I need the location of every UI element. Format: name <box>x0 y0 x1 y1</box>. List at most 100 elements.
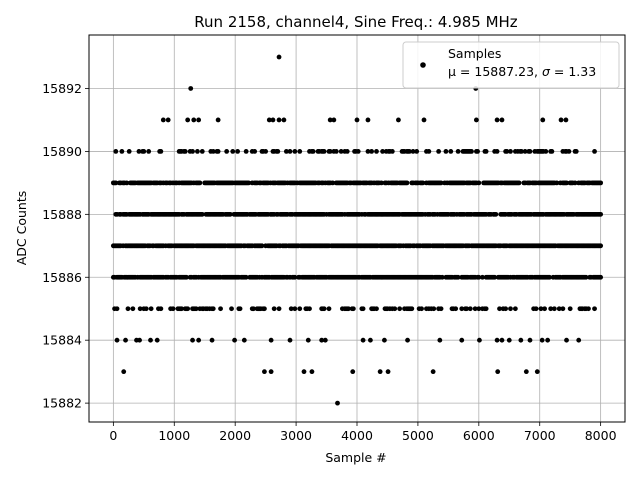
data-point <box>518 337 524 343</box>
data-point <box>499 117 505 123</box>
data-point <box>377 369 383 375</box>
data-point <box>268 337 274 343</box>
data-point <box>493 211 499 217</box>
data-point <box>438 180 444 186</box>
data-point <box>235 149 241 154</box>
data-point <box>494 149 500 154</box>
data-point <box>321 149 327 154</box>
data-point <box>469 149 474 154</box>
data-point <box>322 337 328 343</box>
legend-marker <box>420 62 426 68</box>
data-point <box>592 306 597 312</box>
data-point <box>389 149 395 154</box>
data-point <box>276 54 282 60</box>
data-point <box>499 337 505 343</box>
data-point <box>338 149 344 154</box>
data-point <box>527 337 533 343</box>
data-point <box>350 306 356 312</box>
data-point <box>193 306 199 312</box>
data-point <box>494 117 500 123</box>
data-point <box>598 211 604 217</box>
data-point <box>475 149 480 154</box>
data-point <box>598 180 604 186</box>
data-point <box>556 306 562 312</box>
data-point <box>443 149 449 154</box>
data-point <box>251 306 256 312</box>
data-point <box>310 149 316 154</box>
data-point <box>227 211 233 217</box>
data-point <box>409 306 415 312</box>
data-point <box>199 211 205 217</box>
data-point <box>506 337 512 343</box>
x-tick-label: 7000 <box>524 428 556 443</box>
data-point <box>464 306 470 312</box>
data-point <box>184 274 189 280</box>
data-point <box>185 306 191 312</box>
data-point <box>512 306 518 312</box>
data-point <box>281 117 287 123</box>
data-points <box>110 54 604 406</box>
data-point <box>426 149 432 154</box>
data-point <box>564 337 569 343</box>
x-tick-label: 3000 <box>280 428 312 443</box>
data-point <box>292 306 298 312</box>
data-point <box>374 306 379 312</box>
data-point <box>560 306 566 312</box>
data-point <box>170 306 176 312</box>
data-point <box>283 149 289 154</box>
data-point <box>439 274 445 280</box>
data-point <box>420 180 426 186</box>
legend-box <box>402 41 620 89</box>
data-point <box>380 149 385 154</box>
data-point <box>378 180 384 186</box>
data-point <box>516 180 522 186</box>
data-point <box>504 149 510 154</box>
data-point <box>209 337 215 343</box>
x-tick-label: 6000 <box>463 428 495 443</box>
data-point <box>215 117 221 123</box>
data-point <box>563 117 569 123</box>
x-axis-ticks: 0 1000 2000 3000 4000 5000 6000 7000 8000 <box>109 422 617 443</box>
data-point <box>113 180 119 186</box>
y-tick-label: 15884 <box>42 333 82 348</box>
data-point <box>297 149 303 154</box>
data-point <box>288 306 294 312</box>
data-point <box>126 149 132 154</box>
data-point <box>365 149 371 154</box>
data-point <box>522 149 528 154</box>
data-point <box>148 337 153 343</box>
data-point <box>309 369 315 375</box>
data-point <box>165 117 171 123</box>
data-point <box>455 149 461 154</box>
data-point <box>598 243 604 249</box>
data-point <box>331 117 337 123</box>
data-point <box>158 149 164 154</box>
data-point <box>297 306 303 312</box>
data-point <box>533 306 539 312</box>
data-point <box>483 306 489 312</box>
data-point <box>448 149 454 154</box>
data-point <box>287 149 293 154</box>
data-point <box>508 149 513 154</box>
data-point <box>136 149 142 154</box>
data-point <box>124 180 130 186</box>
data-point <box>404 180 410 186</box>
data-point <box>534 369 540 375</box>
data-point <box>114 306 120 312</box>
data-point <box>241 337 247 343</box>
data-point <box>354 117 360 123</box>
data-point <box>453 306 459 312</box>
x-tick-label: 2000 <box>219 428 251 443</box>
data-point <box>360 306 366 312</box>
data-point <box>527 149 533 154</box>
data-point <box>430 369 436 375</box>
x-tick-label: 8000 <box>585 428 617 443</box>
data-point <box>243 274 249 280</box>
data-point <box>266 117 272 123</box>
data-point <box>346 306 351 312</box>
data-point <box>431 306 437 312</box>
legend-stats-prefix: μ = 15887.23, <box>448 64 542 79</box>
data-point <box>494 337 500 343</box>
data-point <box>199 149 205 154</box>
data-point <box>567 306 573 312</box>
